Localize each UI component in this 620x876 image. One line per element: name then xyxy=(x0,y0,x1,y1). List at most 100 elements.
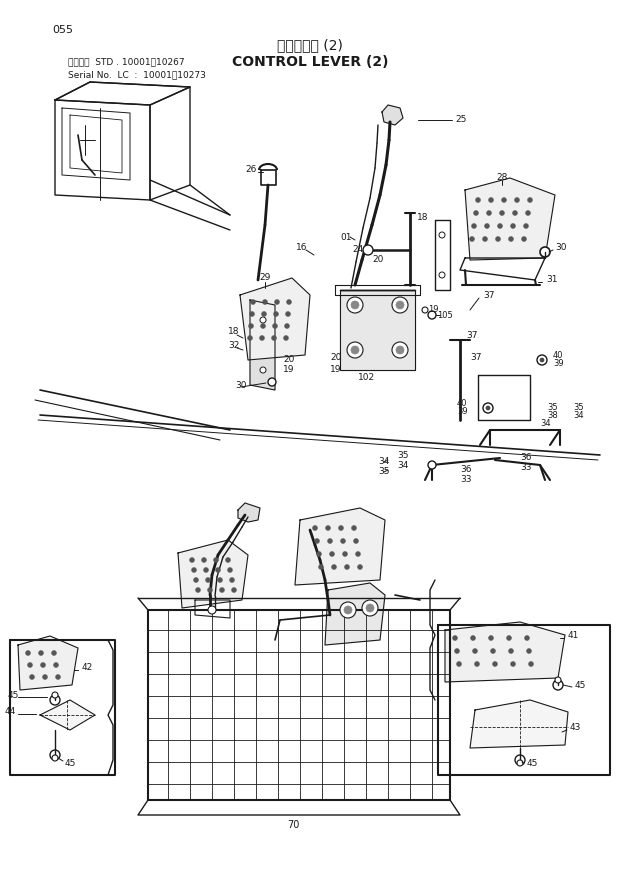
Circle shape xyxy=(53,662,58,668)
Circle shape xyxy=(472,648,477,653)
Circle shape xyxy=(474,210,479,215)
Circle shape xyxy=(219,588,224,592)
Text: 20: 20 xyxy=(283,356,294,364)
Circle shape xyxy=(260,323,265,328)
Text: 33: 33 xyxy=(460,476,471,484)
Circle shape xyxy=(326,526,330,531)
Circle shape xyxy=(510,661,515,667)
Circle shape xyxy=(316,552,322,556)
Circle shape xyxy=(247,336,252,341)
Circle shape xyxy=(517,760,523,766)
Circle shape xyxy=(344,606,352,614)
Circle shape xyxy=(392,297,408,313)
Text: 操作レバー (2): 操作レバー (2) xyxy=(277,38,343,52)
Circle shape xyxy=(332,564,337,569)
Text: 44: 44 xyxy=(5,708,16,717)
Circle shape xyxy=(231,588,236,592)
Circle shape xyxy=(484,223,490,229)
Text: 35: 35 xyxy=(573,402,583,412)
Circle shape xyxy=(428,311,436,319)
Text: 43: 43 xyxy=(570,723,582,731)
Polygon shape xyxy=(178,540,248,608)
Circle shape xyxy=(226,557,231,562)
Circle shape xyxy=(392,342,408,358)
Text: 37: 37 xyxy=(466,330,477,340)
Circle shape xyxy=(272,336,277,341)
Polygon shape xyxy=(240,278,310,360)
Circle shape xyxy=(456,661,461,667)
Circle shape xyxy=(540,247,550,257)
Text: 45: 45 xyxy=(8,690,19,700)
Text: 30: 30 xyxy=(235,380,247,390)
Circle shape xyxy=(507,635,511,640)
Text: 19: 19 xyxy=(428,306,438,314)
Text: 34: 34 xyxy=(540,419,551,427)
Text: 40: 40 xyxy=(553,350,564,359)
Circle shape xyxy=(250,300,255,305)
Text: 39: 39 xyxy=(457,406,467,415)
Text: 25: 25 xyxy=(455,116,466,124)
Circle shape xyxy=(342,552,347,556)
Circle shape xyxy=(202,557,206,562)
Circle shape xyxy=(439,272,445,278)
Circle shape xyxy=(351,346,359,354)
Circle shape xyxy=(319,564,324,569)
Circle shape xyxy=(345,564,350,569)
Circle shape xyxy=(362,600,378,616)
Text: 18: 18 xyxy=(228,328,239,336)
Circle shape xyxy=(363,245,373,255)
Circle shape xyxy=(355,552,360,556)
Circle shape xyxy=(396,346,404,354)
Circle shape xyxy=(228,568,232,573)
Circle shape xyxy=(508,237,513,242)
Text: 28: 28 xyxy=(497,173,508,181)
Circle shape xyxy=(358,564,363,569)
Text: 20: 20 xyxy=(372,256,383,265)
Circle shape xyxy=(50,750,60,760)
Circle shape xyxy=(495,237,500,242)
Circle shape xyxy=(537,355,547,365)
Circle shape xyxy=(428,461,436,469)
Circle shape xyxy=(208,588,213,592)
Circle shape xyxy=(500,210,505,215)
Circle shape xyxy=(339,526,343,531)
Circle shape xyxy=(327,539,332,543)
Circle shape xyxy=(193,577,198,583)
Circle shape xyxy=(273,312,278,316)
Circle shape xyxy=(483,403,493,413)
Circle shape xyxy=(192,568,197,573)
Circle shape xyxy=(216,568,221,573)
Text: CONTROL LEVER (2): CONTROL LEVER (2) xyxy=(232,55,388,69)
Text: 39: 39 xyxy=(553,358,564,368)
Circle shape xyxy=(508,648,513,653)
Text: 適用号機  STD . 10001～10267: 適用号機 STD . 10001～10267 xyxy=(68,58,185,67)
Text: 41: 41 xyxy=(568,632,579,640)
Circle shape xyxy=(286,300,291,305)
Circle shape xyxy=(249,323,254,328)
Circle shape xyxy=(40,662,45,668)
Circle shape xyxy=(471,223,477,229)
Polygon shape xyxy=(238,503,260,522)
Circle shape xyxy=(502,197,507,202)
Text: 45: 45 xyxy=(575,681,587,689)
Circle shape xyxy=(555,677,561,683)
Circle shape xyxy=(260,317,266,323)
Text: 19: 19 xyxy=(330,365,342,375)
Polygon shape xyxy=(382,105,403,125)
Text: 18: 18 xyxy=(417,213,428,222)
Circle shape xyxy=(439,232,445,238)
Circle shape xyxy=(469,237,474,242)
Text: 055: 055 xyxy=(52,25,73,35)
Text: 40: 40 xyxy=(457,399,467,407)
Circle shape xyxy=(347,297,363,313)
Text: 31: 31 xyxy=(546,275,557,285)
Polygon shape xyxy=(445,622,565,682)
Circle shape xyxy=(490,648,495,653)
Text: Serial No.  LC  :  10001～10273: Serial No. LC : 10001～10273 xyxy=(68,70,206,80)
Polygon shape xyxy=(325,583,385,645)
Circle shape xyxy=(205,577,211,583)
Text: 30: 30 xyxy=(555,244,567,252)
Text: 102: 102 xyxy=(358,373,375,383)
Circle shape xyxy=(50,695,60,705)
Circle shape xyxy=(190,557,195,562)
